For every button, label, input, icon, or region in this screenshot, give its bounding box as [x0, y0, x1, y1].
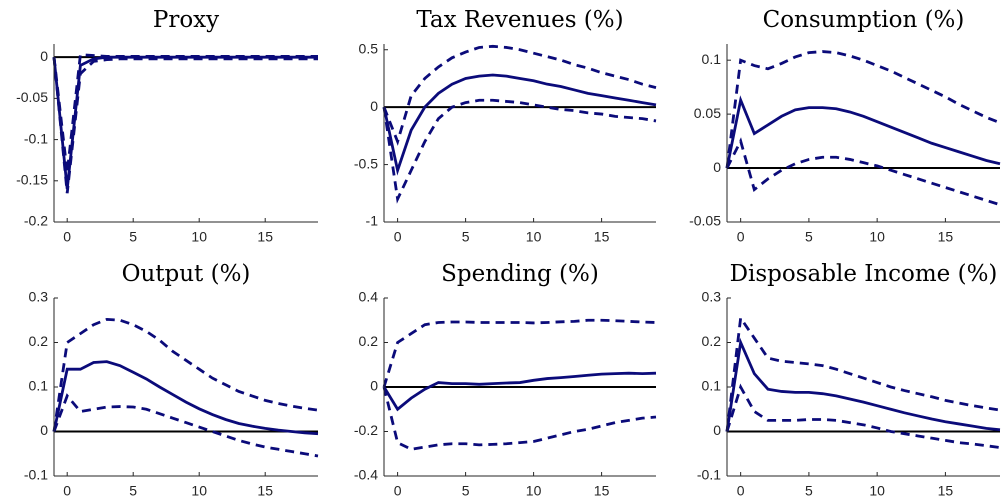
y-tick-label: 0 — [713, 159, 721, 175]
x-tick-label: 15 — [594, 229, 610, 245]
band-line — [382, 386, 657, 451]
band-line — [52, 317, 319, 432]
x-tick-label: 5 — [462, 483, 470, 499]
band-line — [725, 50, 1001, 169]
y-tick-label: -0.2 — [354, 422, 378, 438]
response-line — [725, 95, 1001, 169]
chart-title: Tax Revenues (%) — [416, 7, 623, 33]
y-tick-label: -0.1 — [24, 467, 48, 483]
x-tick-label: 10 — [869, 483, 885, 499]
x-tick-label: 10 — [526, 229, 542, 245]
y-tick-label: 0.3 — [702, 289, 722, 305]
y-tick-label: 0.2 — [359, 333, 379, 349]
response-line — [382, 73, 657, 176]
response-line — [382, 371, 657, 412]
y-tick-label: 0.3 — [29, 289, 49, 305]
band-line — [725, 137, 1001, 207]
chart-title: Spending (%) — [441, 261, 599, 287]
response-line — [52, 55, 318, 190]
y-tick-label: 0.05 — [694, 105, 721, 121]
chart-title: Output (%) — [122, 261, 251, 287]
x-tick-label: 10 — [191, 229, 207, 245]
y-tick-label: 0 — [713, 422, 721, 438]
y-tick-label: -0.05 — [16, 89, 48, 105]
chart-title: Consumption (%) — [763, 7, 965, 33]
x-tick-label: 10 — [526, 483, 542, 499]
band-line — [52, 53, 318, 173]
x-tick-label: 5 — [129, 483, 137, 499]
y-tick-label: -1 — [366, 213, 379, 229]
y-tick-label: 0.2 — [702, 333, 722, 349]
y-tick-label: 0.4 — [359, 289, 379, 305]
band-line — [725, 314, 1001, 432]
chart-title: Proxy — [153, 7, 219, 33]
x-tick-label: 0 — [63, 229, 71, 245]
y-tick-label: -0.15 — [16, 171, 48, 187]
response-line — [52, 360, 319, 436]
x-tick-label: 15 — [257, 229, 273, 245]
x-tick-label: 0 — [394, 229, 402, 245]
y-tick-label: -0.1 — [697, 467, 721, 483]
x-tick-label: 5 — [462, 229, 470, 245]
y-tick-label: 0.1 — [702, 51, 722, 67]
band-line — [52, 57, 318, 194]
y-tick-label: 0 — [370, 378, 378, 394]
x-tick-label: 5 — [129, 229, 137, 245]
y-tick-label: -0.05 — [689, 213, 721, 229]
y-tick-label: 0.1 — [29, 378, 49, 394]
y-tick-label: 0.5 — [359, 40, 379, 56]
x-tick-label: 5 — [805, 229, 813, 245]
band-line — [382, 318, 657, 388]
x-tick-label: 10 — [191, 483, 207, 499]
x-tick-label: 0 — [63, 483, 71, 499]
y-tick-label: 0 — [40, 48, 48, 64]
band-line — [725, 383, 1001, 449]
x-tick-label: 0 — [737, 483, 745, 499]
x-tick-label: 15 — [938, 483, 954, 499]
x-tick-label: 0 — [737, 229, 745, 245]
response-line — [725, 337, 1001, 432]
x-tick-label: 15 — [594, 483, 610, 499]
y-tick-label: -0.1 — [24, 130, 48, 146]
y-tick-label: -0.2 — [24, 213, 48, 229]
y-tick-label: 0.1 — [702, 378, 722, 394]
band-line — [52, 393, 319, 458]
band-line — [382, 98, 657, 204]
x-tick-label: 15 — [257, 483, 273, 499]
x-tick-label: 5 — [805, 483, 813, 499]
x-tick-label: 15 — [938, 229, 954, 245]
chart-title: Disposable Income (%) — [730, 261, 998, 287]
x-tick-label: 10 — [869, 229, 885, 245]
y-tick-label: -0.4 — [354, 467, 378, 483]
x-tick-label: 0 — [394, 483, 402, 499]
y-tick-label: 0.2 — [29, 333, 49, 349]
y-tick-label: 0 — [370, 98, 378, 114]
y-tick-label: 0 — [40, 422, 48, 438]
y-tick-label: -0.5 — [354, 155, 378, 171]
band-line — [382, 44, 657, 146]
